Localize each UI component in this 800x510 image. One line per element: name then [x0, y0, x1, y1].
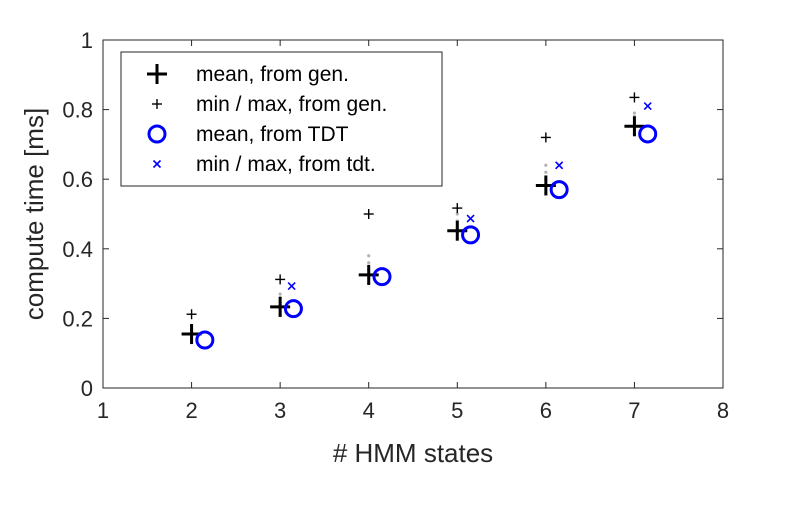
data-point-series-3 [643, 102, 652, 111]
sample-point [544, 170, 548, 174]
x-tick-label: 7 [628, 398, 640, 423]
sample-point [544, 163, 548, 167]
x-tick-label: 3 [274, 398, 286, 423]
x-tick-label: 1 [97, 398, 109, 423]
data-point-series-3 [287, 281, 296, 291]
y-tick-label: 0 [81, 376, 93, 401]
data-point-series-1 [275, 274, 286, 285]
legend-label-3: min / max, from tdt. [196, 153, 376, 176]
data-point-series-1 [186, 309, 197, 320]
data-point-series-2 [195, 330, 215, 350]
legend-box [120, 51, 443, 187]
y-tick-label: 0.8 [62, 98, 93, 123]
x-tick-label: 8 [717, 398, 729, 423]
sample-point [632, 111, 637, 115]
data-point-series-2 [549, 180, 569, 200]
legend-marker-1 [152, 99, 162, 109]
y-tick-label: 0.4 [62, 237, 93, 262]
data-point-series-2 [461, 225, 481, 245]
axes-box [102, 39, 724, 389]
data-point-series-2 [372, 267, 392, 287]
legend-label-0: mean, from gen. [196, 63, 349, 86]
y-tick-label: 1 [81, 28, 93, 53]
x-axis-label: # HMM states [333, 438, 493, 468]
sample-point [367, 261, 371, 265]
sample-point [278, 292, 282, 296]
data-point-series-1 [629, 92, 640, 103]
data-point-series-2 [283, 299, 303, 319]
x-tick-label: 6 [540, 398, 552, 423]
axes: 1 2 3 4 5 6 7 8 0 0.2 0.4 0.6 0.8 1 [62, 28, 729, 423]
y-tick-label: 0.2 [62, 306, 93, 331]
y-tick-label: 0.6 [62, 167, 93, 192]
legend-marker-2 [147, 124, 167, 144]
legend-label-1: min / max, from gen. [196, 93, 387, 116]
data-point-series-3 [466, 214, 475, 223]
legend-label-2: mean, from TDT [196, 123, 349, 146]
sample-point [455, 212, 459, 216]
x-tick-label: 2 [185, 398, 197, 423]
data-point-series-1 [452, 203, 463, 214]
data-point-series-0 [624, 116, 645, 137]
data-point-series-1 [540, 132, 551, 143]
x-tick-label: 5 [451, 398, 463, 423]
sample-point [367, 254, 371, 258]
x-tick-label: 4 [363, 398, 375, 423]
legend-marker-0 [147, 64, 167, 84]
data-point-series-3 [555, 161, 564, 170]
y-axis-label: compute time [ms] [19, 108, 49, 320]
legend-marker-3 [152, 159, 162, 169]
plot-area [181, 92, 658, 350]
data-point-series-2 [638, 124, 658, 144]
legend: mean, from gen. min / max, from gen. mean,… [120, 51, 443, 187]
data-point-series-1 [363, 209, 374, 219]
